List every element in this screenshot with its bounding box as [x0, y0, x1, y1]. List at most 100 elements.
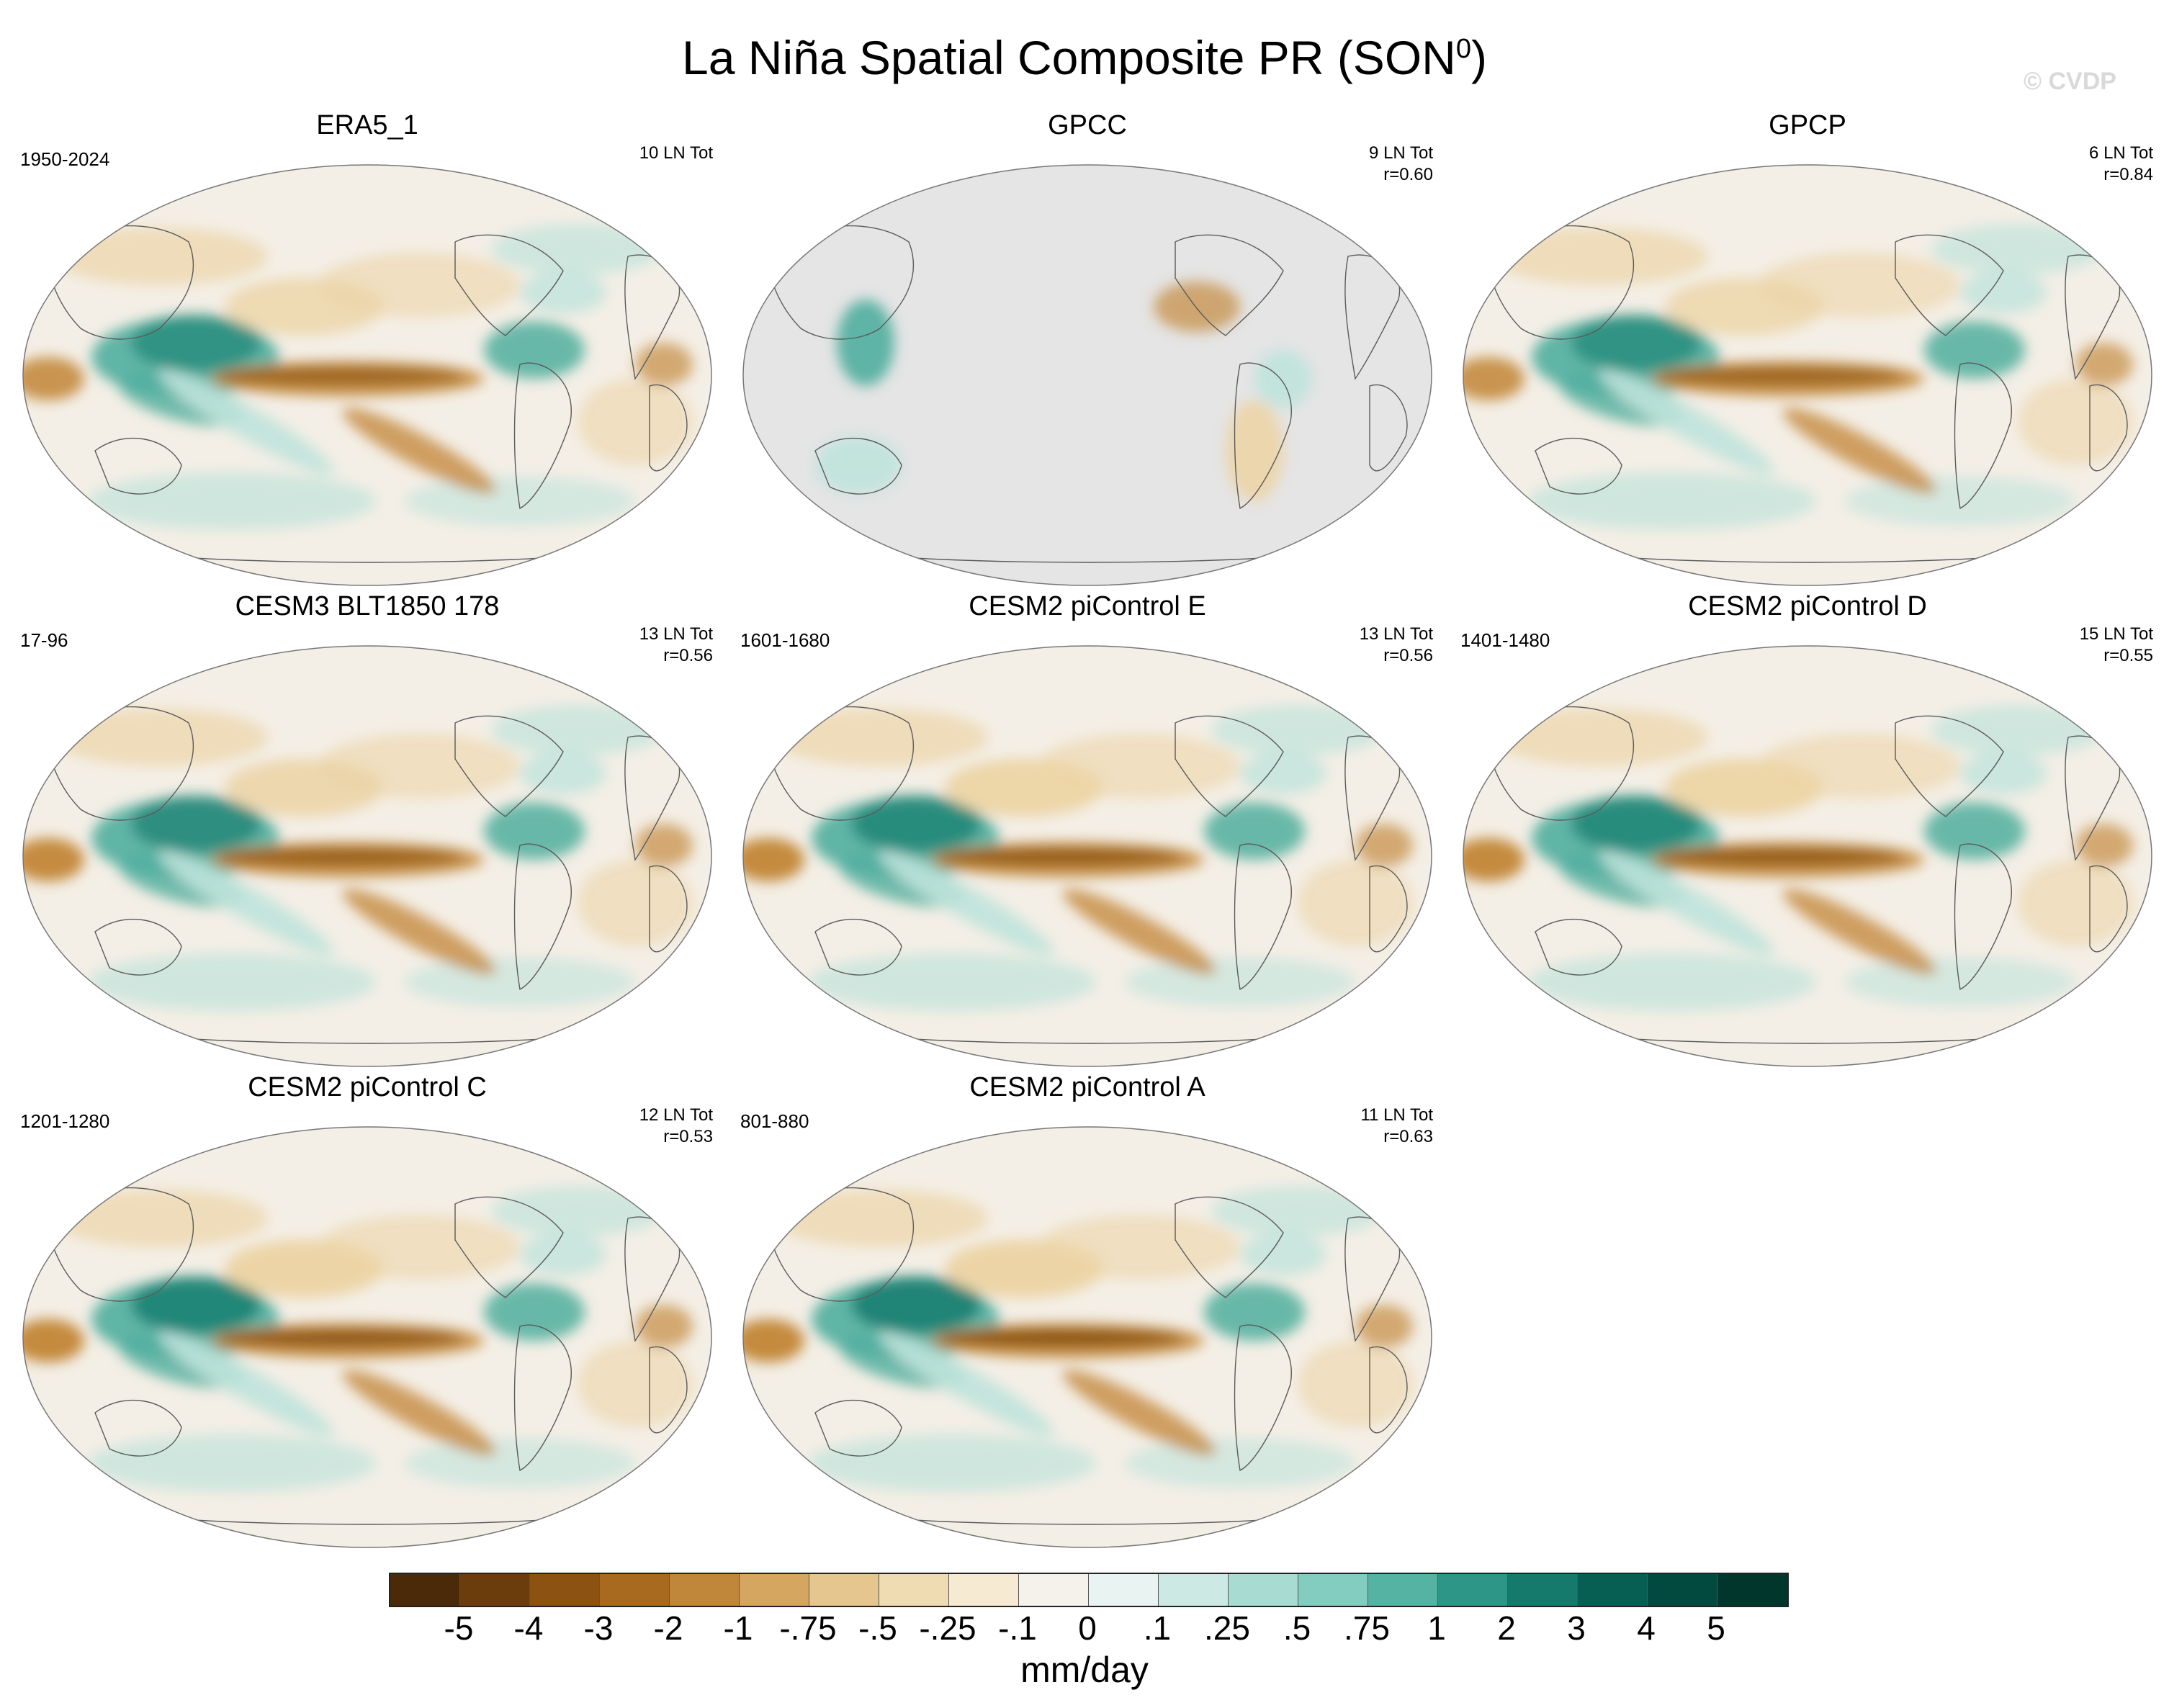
precip-map	[22, 1126, 712, 1548]
precip-anomaly-region	[1599, 850, 1774, 956]
colorbar-tick-label: 0	[1078, 1609, 1097, 1647]
precip-anomaly-region	[578, 860, 693, 946]
precip-anomaly-region	[743, 1319, 804, 1362]
panel-title: CESM2 piControl C	[248, 1072, 487, 1102]
precip-anomaly-region	[1355, 824, 1413, 867]
panel-stats: 15 LN Tot r=0.55	[2080, 624, 2153, 667]
panel-stats: 10 LN Tot	[639, 143, 713, 164]
precip-anomaly-region	[879, 1331, 1054, 1437]
precip-anomaly-region	[945, 759, 1103, 817]
precip-anomaly-region	[484, 802, 585, 860]
precip-anomaly-region	[217, 1329, 462, 1347]
precip-map	[1463, 645, 2152, 1067]
colorbar-swatch	[809, 1574, 879, 1606]
panel-title: ERA5_1	[316, 110, 418, 140]
precip-anomaly-region	[158, 369, 334, 475]
precip-map	[742, 645, 1432, 1067]
panel-count: 10 LN Tot	[639, 143, 713, 163]
precip-map	[22, 164, 712, 586]
map-panel: ERA5_1 1950-2024 10 LN Tot	[7, 109, 727, 586]
precip-anomaly-region	[52, 1190, 268, 1247]
panel-count: 13 LN Tot	[639, 624, 713, 644]
panel-period: 801-880	[740, 1110, 809, 1132]
panel-stats: 12 LN Tot r=0.53	[639, 1105, 713, 1148]
colorbar-tick-label: .75	[1344, 1609, 1390, 1647]
panel-stats: 13 LN Tot r=0.56	[1360, 624, 1433, 667]
precip-anomaly-region	[578, 1341, 693, 1427]
cvdp-watermark: © CVDP	[2024, 68, 2116, 95]
precip-anomaly-region	[405, 957, 635, 1007]
colorbar-units: mm/day	[1020, 1650, 1149, 1690]
panel-count: 13 LN Tot	[1359, 624, 1433, 644]
panel-correlation: r=0.55	[2103, 646, 2153, 665]
panel-period: 1201-1280	[20, 1110, 110, 1132]
precip-anomaly-region	[520, 752, 606, 795]
panel-count: 12 LN Tot	[639, 1105, 713, 1125]
precip-anomaly-region	[1125, 1438, 1355, 1488]
precip-anomaly-region	[1571, 314, 1701, 372]
precip-anomaly-region	[491, 224, 664, 274]
precip-anomaly-region	[2018, 860, 2133, 946]
precip-anomaly-region	[1845, 957, 2075, 1007]
precip-anomaly-region	[879, 850, 1054, 956]
precip-anomaly-region	[1924, 802, 2025, 860]
colorbar-swatch	[460, 1574, 530, 1606]
panel-title: CESM2 piControl A	[969, 1072, 1205, 1102]
precip-anomaly-region	[217, 367, 462, 385]
precip-anomaly-region	[1528, 953, 1816, 1011]
precip-anomaly-region	[851, 795, 981, 853]
precip-anomaly-region	[1240, 752, 1326, 795]
precip-anomaly-region	[158, 1331, 334, 1437]
precip-anomaly-region	[52, 709, 268, 766]
colorbar-swatch	[1298, 1574, 1368, 1606]
precip-anomaly-region	[23, 1319, 84, 1362]
precip-anomaly-region	[837, 300, 894, 386]
colorbar-swatch	[1019, 1574, 1089, 1606]
precip-anomaly-region	[1463, 838, 1524, 881]
map-panel: GPCP 6 LN Tot r=0.84	[1447, 109, 2168, 586]
map-panel: CESM2 piControl E 1601-1680 13 LN Tot r=0.5…	[727, 590, 1447, 1067]
precip-anomaly-region	[1240, 1233, 1326, 1276]
precip-anomaly-region	[342, 889, 496, 975]
colorbar-tick-label: -.1	[998, 1609, 1037, 1647]
panel-count: 15 LN Tot	[2079, 624, 2153, 644]
precip-anomaly-region	[635, 1305, 693, 1348]
colorbar-tick-label: 5	[1707, 1609, 1725, 1647]
precip-anomaly-region	[225, 759, 383, 817]
precip-anomaly-region	[1298, 860, 1413, 946]
precip-anomaly-region	[23, 838, 84, 881]
precip-anomaly-region	[772, 1190, 988, 1247]
precip-anomaly-region	[1845, 476, 2075, 526]
map-panel: CESM2 piControl C 1201-1280 12 LN Tot r=0.5…	[7, 1071, 727, 1548]
precip-anomaly-region	[945, 1240, 1103, 1298]
precip-anomaly-region	[405, 1438, 635, 1488]
precip-anomaly-region	[1931, 224, 2104, 274]
colorbar-swatch	[1159, 1574, 1229, 1606]
panel-stats: 11 LN Tot r=0.63	[1360, 1105, 1433, 1148]
panel-title: CESM2 piControl D	[1688, 591, 1927, 621]
colorbar-tick-label: -.75	[779, 1609, 837, 1647]
precip-anomaly-region	[772, 709, 988, 766]
precip-anomaly-region	[635, 343, 693, 386]
precip-anomaly-region	[1658, 367, 1903, 385]
precip-anomaly-region	[1154, 282, 1240, 332]
panel-correlation: r=0.84	[2103, 165, 2153, 184]
precip-anomaly-region	[88, 1434, 376, 1492]
panel-correlation: r=0.53	[663, 1127, 713, 1146]
precip-anomaly-region	[2075, 824, 2133, 867]
precip-anomaly-region	[225, 1240, 383, 1298]
precip-anomaly-region	[1931, 705, 2104, 755]
precip-anomaly-region	[1528, 472, 1816, 530]
colorbar-tick-label: -1	[723, 1609, 753, 1647]
precip-anomaly-region	[1211, 1186, 1384, 1236]
colorbar-swatch	[600, 1574, 670, 1606]
precip-anomaly-region	[1924, 321, 2025, 379]
panel-count: 11 LN Tot	[1360, 1105, 1433, 1125]
panel-correlation: r=0.60	[1383, 165, 1433, 184]
precip-anomaly-region	[743, 838, 804, 881]
figure-title: La Niña Spatial Composite PR (SON0)	[682, 31, 1487, 84]
precip-anomaly-region	[131, 1276, 261, 1334]
precip-anomaly-region	[484, 1283, 585, 1341]
precip-map	[1463, 164, 2152, 586]
colorbar-swatch	[949, 1574, 1019, 1606]
